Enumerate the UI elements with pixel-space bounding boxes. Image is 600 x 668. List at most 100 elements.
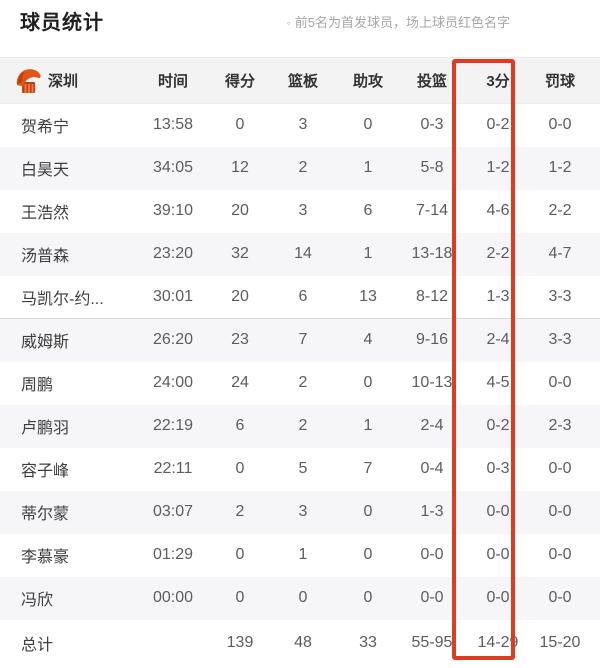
player-row[interactable]: 容子峰 22:11 0 5 7 0-4 0-3 0-0 <box>0 448 600 491</box>
column-header-stl: 抢断 <box>589 58 600 104</box>
cell-ft: 0-0 <box>548 503 572 520</box>
player-name: 汤普森 <box>21 248 70 265</box>
cell-stl <box>589 233 600 276</box>
table-header-row: 深圳 时间 得分 篮板 助攻 投篮 3分 罚球抢断 <box>0 57 600 104</box>
cell-tp: 4-6 <box>486 202 510 219</box>
player-name: 冯欣 <box>21 592 54 609</box>
cell-fg: 1-3 <box>420 503 444 520</box>
player-name: 周鹏 <box>21 377 54 394</box>
cell-reb: 48 <box>294 633 312 651</box>
cell-ast: 1 <box>363 417 373 434</box>
column-header-time: 时间 <box>157 73 188 90</box>
cell-ast: 7 <box>363 460 373 477</box>
player-name: 李慕豪 <box>21 549 70 566</box>
cell-reb: 7 <box>298 331 308 349</box>
cell-pts: 20 <box>231 202 249 219</box>
cell-fg: 5-8 <box>420 159 444 176</box>
cell-ast: 0 <box>363 589 373 606</box>
cell-time: 00:00 <box>152 589 194 606</box>
cell-time: 30:01 <box>152 287 194 305</box>
cell-fg: 8-12 <box>415 287 449 305</box>
cell-fg: 55-95 <box>411 633 453 651</box>
cell-stl <box>589 104 600 147</box>
player-row[interactable]: 李慕豪 01:29 0 1 0 0-0 0-0 0-0 <box>0 534 600 577</box>
cell-fg: 0-4 <box>420 460 444 477</box>
player-row[interactable]: 汤普森 23:20 32 14 1 13-18 2-2 4-7 <box>0 232 600 276</box>
cell-ft: 0-0 <box>548 374 572 391</box>
cell-ft: 0-0 <box>548 116 572 134</box>
cell-reb: 3 <box>298 116 308 134</box>
column-header-fg: 投篮 <box>416 73 447 90</box>
cell-tp: 0-0 <box>486 589 510 606</box>
cell-fg: 0-3 <box>420 116 444 134</box>
cell-ft: 2-3 <box>548 417 572 434</box>
cell-pts: 12 <box>231 159 249 176</box>
cell-fg: 9-16 <box>415 331 449 349</box>
cell-reb: 3 <box>298 503 308 520</box>
cell-stl <box>589 190 600 233</box>
player-row[interactable]: 白昊天 34:05 12 2 1 5-8 1-2 1-2 <box>0 146 600 190</box>
cell-reb: 3 <box>298 202 308 219</box>
player-row[interactable]: 王浩然 39:10 20 3 6 7-14 4-6 2-2 <box>0 190 600 233</box>
player-row[interactable]: 蒂尔蒙 03:07 2 3 0 1-3 0-0 0-0 <box>0 490 600 534</box>
cell-pts: 32 <box>231 245 249 262</box>
cell-ast: 13 <box>359 287 377 305</box>
cell-tp: 2-2 <box>486 245 510 262</box>
cell-pts: 24 <box>231 374 249 391</box>
cell-ft: 0-0 <box>548 460 572 477</box>
cell-tp: 2-4 <box>486 331 510 349</box>
panel-header: 球员统计 ◦ 前5名为首发球员，场上球员红色名字 <box>0 0 600 57</box>
player-row[interactable]: 周鹏 24:00 24 2 0 10-13 4-5 0-0 <box>0 362 600 405</box>
column-header-pts: 得分 <box>224 73 255 90</box>
cell-ft: 4-7 <box>548 245 572 262</box>
player-row[interactable]: 贺希宁 13:58 0 3 0 0-3 0-2 0-0 <box>0 104 600 147</box>
cell-tp: 0-3 <box>486 460 510 477</box>
column-header-ft: 罚球 <box>544 73 575 90</box>
cell-time <box>135 620 211 666</box>
cell-pts: 139 <box>226 633 254 651</box>
cell-time: 13:58 <box>152 116 194 134</box>
cell-pts: 2 <box>235 503 245 520</box>
cell-stl <box>589 534 600 577</box>
cell-time: 22:19 <box>152 417 194 434</box>
cell-pts: 0 <box>235 589 245 606</box>
cell-tp: 0-2 <box>486 116 510 134</box>
cell-stl <box>589 448 600 491</box>
cell-ast: 1 <box>363 159 373 176</box>
cell-stl <box>589 491 600 534</box>
cell-ft: 2-2 <box>548 202 572 219</box>
cell-time: 03:07 <box>152 503 194 520</box>
cell-fg: 13-18 <box>411 245 453 262</box>
cell-reb: 6 <box>298 287 308 305</box>
cell-ast: 1 <box>363 245 373 262</box>
player-name: 贺希宁 <box>21 119 70 137</box>
cell-reb: 14 <box>294 245 312 262</box>
cell-pts: 0 <box>235 116 245 134</box>
team-header-cell: 深圳 <box>0 58 135 104</box>
column-header-ast: 助攻 <box>352 73 383 90</box>
cell-ft: 1-2 <box>548 159 572 176</box>
cell-ast: 0 <box>363 374 373 391</box>
cell-pts: 0 <box>235 546 245 563</box>
cell-ft: 0-0 <box>548 589 572 606</box>
cell-ft: 3-3 <box>548 331 572 349</box>
player-row[interactable]: 冯欣 00:00 0 0 0 0-0 0-0 0-0 <box>0 576 600 620</box>
cell-time: 34:05 <box>152 159 194 176</box>
cell-fg: 7-14 <box>415 202 449 219</box>
cell-time: 24:00 <box>152 374 194 391</box>
player-name: 容子峰 <box>21 463 70 480</box>
cell-ft: 15-20 <box>539 633 581 651</box>
cell-ast: 0 <box>363 546 373 563</box>
cell-time: 23:20 <box>152 245 194 262</box>
cell-reb: 2 <box>298 374 308 391</box>
note-bullet-icon: ◦ <box>286 16 291 30</box>
player-row[interactable]: 卢鹏羽 22:19 6 2 1 2-4 0-2 2-3 <box>0 404 600 448</box>
page-title: 球员统计 <box>20 12 104 34</box>
player-row[interactable]: 威姆斯 26:20 23 7 4 9-16 2-4 3-3 <box>0 318 600 362</box>
player-row[interactable]: 马凯尔-约... 30:01 20 6 13 8-12 1-3 3-3 <box>0 276 600 319</box>
player-name: 白昊天 <box>21 162 70 179</box>
cell-ft: 0-0 <box>548 546 572 563</box>
cell-tp: 14-29 <box>477 633 519 651</box>
cell-time: 22:11 <box>153 460 193 477</box>
player-stats-table: 深圳 时间 得分 篮板 助攻 投篮 3分 罚球抢断 贺希宁 13:58 0 3 0 0-3 0-2 0-0… <box>0 57 600 666</box>
